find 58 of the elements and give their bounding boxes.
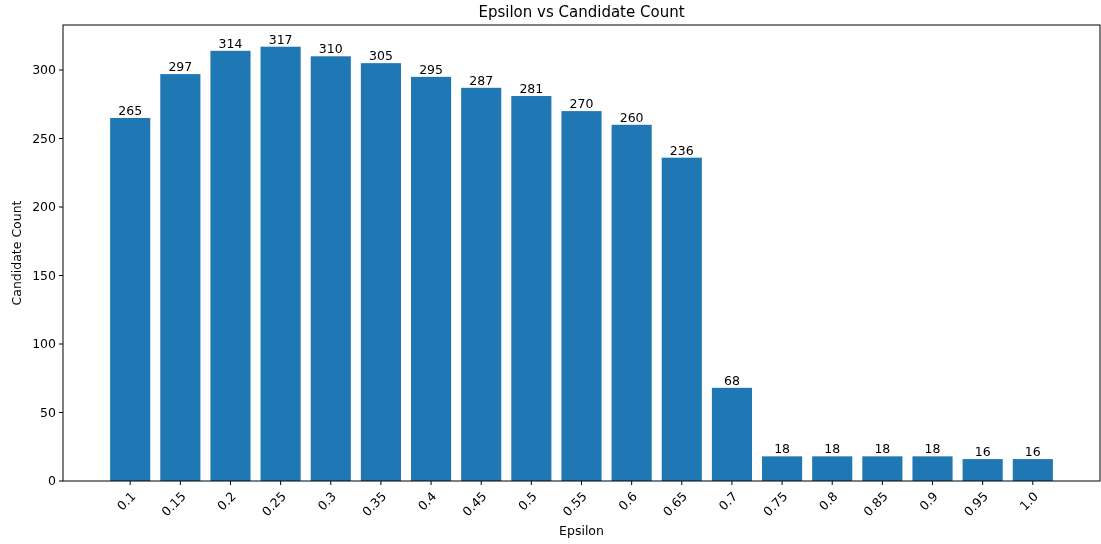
- bar: [160, 74, 201, 481]
- data-label: 68: [723, 372, 740, 388]
- bar: [360, 63, 401, 481]
- data-label: 305: [368, 48, 393, 64]
- x-tick-label: 0.7: [715, 488, 741, 514]
- bar: [260, 46, 301, 481]
- bar: [461, 87, 502, 481]
- x-axis-title: Epsilon: [559, 523, 604, 538]
- bar: [511, 96, 552, 481]
- data-label: 18: [924, 441, 941, 457]
- x-tick-label: 0.9: [916, 488, 941, 514]
- bar: [912, 456, 953, 481]
- y-tick-label: 300: [32, 62, 57, 78]
- bar: [110, 117, 151, 481]
- y-tick-label: 100: [32, 336, 57, 352]
- x-tick-label: 0.1: [113, 488, 139, 514]
- data-label: 236: [669, 142, 694, 158]
- data-label: 18: [824, 441, 841, 457]
- bar: [661, 157, 702, 481]
- x-tick-label: 0.3: [314, 488, 340, 514]
- data-label: 297: [168, 59, 193, 75]
- data-label: 295: [419, 61, 443, 77]
- x-tick-label: 0.4: [414, 488, 440, 514]
- bar: [762, 456, 803, 481]
- x-tick-label: 0.2: [214, 488, 239, 514]
- bar: [962, 459, 1003, 481]
- bar: [611, 124, 652, 481]
- data-label: 18: [774, 441, 791, 457]
- x-tick-label: 0.5: [514, 488, 540, 514]
- data-label: 317: [268, 31, 293, 47]
- data-label: 260: [619, 109, 644, 125]
- data-label: 16: [1024, 444, 1041, 460]
- bar: [862, 456, 903, 481]
- y-tick-label: 250: [32, 130, 57, 146]
- y-tick-label: 50: [40, 404, 57, 420]
- y-tick-label: 200: [32, 199, 57, 215]
- bar: [310, 56, 351, 481]
- y-tick-label: 150: [32, 267, 57, 283]
- bar: [711, 387, 752, 481]
- data-label: 270: [569, 96, 594, 112]
- bar: [561, 111, 602, 481]
- data-label: 310: [318, 41, 343, 57]
- bar: [1012, 459, 1053, 481]
- data-label: 18: [874, 441, 891, 457]
- data-label: 314: [218, 35, 243, 51]
- chart-title: Epsilon vs Candidate Count: [478, 3, 685, 21]
- x-tick-label: 0.8: [815, 488, 841, 514]
- x-tick-label: 1.0: [1016, 488, 1042, 514]
- bar: [210, 50, 251, 481]
- y-tick-label: 0: [48, 473, 57, 489]
- bar: [812, 456, 853, 481]
- bar: [411, 76, 452, 481]
- data-label: 265: [118, 102, 143, 118]
- data-label: 16: [974, 444, 991, 460]
- data-label: 281: [519, 81, 544, 97]
- x-tick-label: 0.6: [615, 488, 640, 514]
- data-label: 287: [469, 72, 494, 88]
- y-axis-title: Candidate Count: [9, 200, 24, 306]
